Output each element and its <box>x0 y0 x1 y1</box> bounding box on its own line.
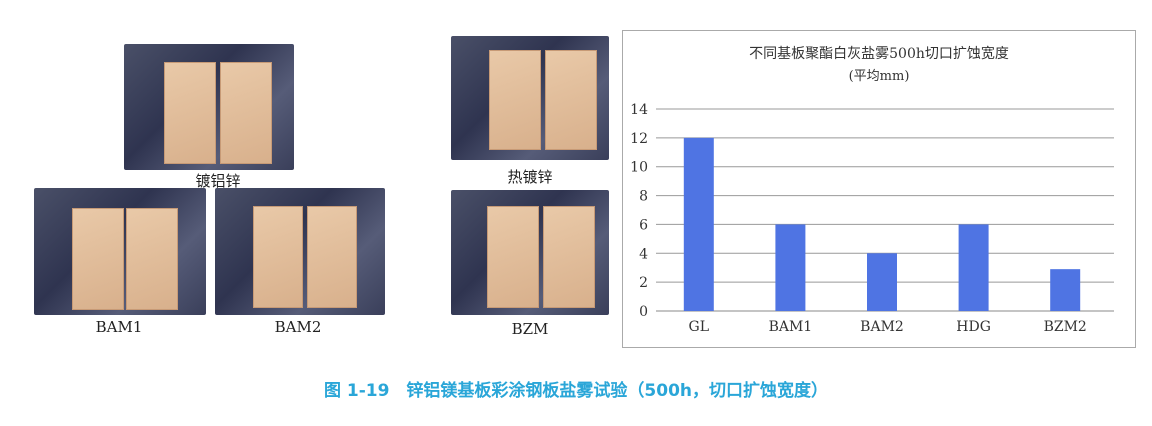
y-tick-label: 0 <box>639 304 648 320</box>
bar-chart: 0 2 4 6 8 10 12 14 GL BAM1 BAM2 HDG BZM2 <box>630 102 1114 335</box>
bar-bam1 <box>775 224 806 311</box>
x-tick-label: BZM2 <box>1044 319 1087 335</box>
x-tick-label: GL <box>689 319 709 335</box>
chart-subtitle: (平均mm) <box>848 69 910 84</box>
y-tick-label: 10 <box>630 160 648 176</box>
photo-hdg <box>451 36 609 160</box>
chart-title: 不同基板聚酯白灰盐雾500h切口扩蚀宽度 <box>749 46 1009 62</box>
photo-galvalume <box>124 44 294 170</box>
photo-label: BAM2 <box>274 318 322 336</box>
y-tick-label: 8 <box>639 189 648 205</box>
bar-hdg <box>958 224 989 311</box>
y-tick-label: 6 <box>639 217 648 233</box>
bar-bam2 <box>867 253 897 311</box>
y-tick-label: 4 <box>639 246 648 262</box>
photo-label: 镀铝锌 <box>195 172 241 190</box>
photo-bzm <box>451 190 609 315</box>
chart-panel: 不同基板聚酯白灰盐雾500h切口扩蚀宽度 (平均mm) 0 2 4 6 8 10 12 14 G… <box>622 30 1136 348</box>
bar-gl <box>683 137 714 311</box>
photo-bam2 <box>215 188 385 315</box>
y-tick-label: 2 <box>639 275 648 291</box>
photo-label: BAM1 <box>95 318 143 336</box>
x-tick-label: HDG <box>956 319 991 335</box>
photo-label: BZM <box>511 320 549 338</box>
y-tick-label: 14 <box>630 102 648 118</box>
figure-caption: 图 1-19 锌铝镁基板彩涂钢板盐雾试验（500h，切口扩蚀宽度） <box>323 381 829 401</box>
x-tick-label: BAM2 <box>860 319 904 335</box>
photo-label: 热镀锌 <box>507 168 553 186</box>
bar-bzm2 <box>1050 269 1081 311</box>
y-tick-label: 12 <box>630 131 648 147</box>
photo-bam1 <box>34 188 206 315</box>
x-tick-label: BAM1 <box>769 319 813 335</box>
